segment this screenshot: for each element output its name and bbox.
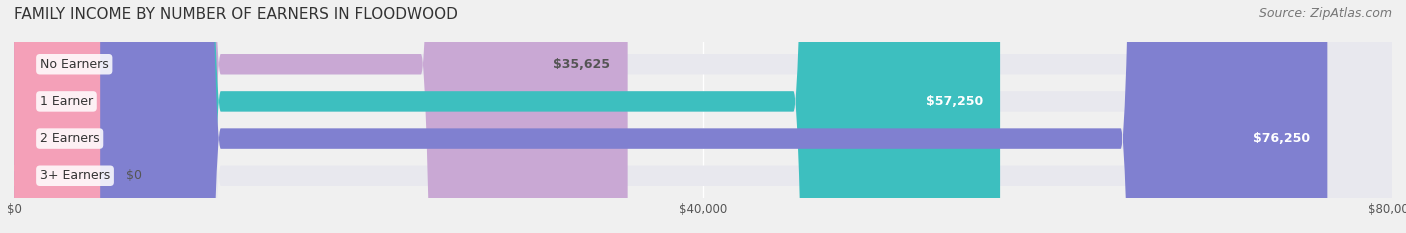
FancyBboxPatch shape (14, 0, 627, 233)
Text: No Earners: No Earners (39, 58, 108, 71)
Text: $0: $0 (127, 169, 142, 182)
FancyBboxPatch shape (14, 0, 1392, 233)
Text: Source: ZipAtlas.com: Source: ZipAtlas.com (1258, 7, 1392, 20)
Text: 2 Earners: 2 Earners (39, 132, 100, 145)
FancyBboxPatch shape (14, 0, 1392, 233)
Text: $57,250: $57,250 (925, 95, 983, 108)
Text: FAMILY INCOME BY NUMBER OF EARNERS IN FLOODWOOD: FAMILY INCOME BY NUMBER OF EARNERS IN FL… (14, 7, 458, 22)
FancyBboxPatch shape (14, 0, 1392, 233)
FancyBboxPatch shape (14, 0, 1000, 233)
Text: 1 Earner: 1 Earner (39, 95, 93, 108)
Text: 3+ Earners: 3+ Earners (39, 169, 110, 182)
FancyBboxPatch shape (14, 0, 100, 233)
FancyBboxPatch shape (14, 0, 1392, 233)
Text: $35,625: $35,625 (554, 58, 610, 71)
Text: $76,250: $76,250 (1253, 132, 1310, 145)
FancyBboxPatch shape (14, 0, 1327, 233)
